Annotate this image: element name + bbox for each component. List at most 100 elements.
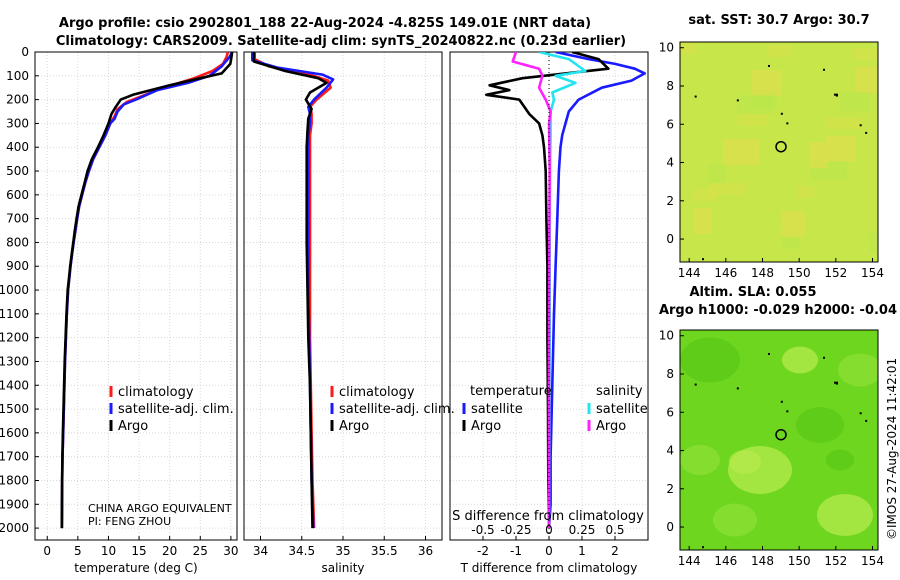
sla-blob — [817, 494, 873, 536]
argo-location-marker — [775, 140, 787, 153]
x-axis-label: T difference from climatology — [460, 561, 638, 575]
legend-argo-label: Argo — [339, 419, 369, 434]
series-argo — [252, 52, 328, 529]
land-speck — [859, 124, 862, 127]
y-tick-label: 200 — [6, 93, 29, 107]
legend-satellite-label: satellite-adj. clim. — [339, 402, 455, 417]
x-tick-label: 2 — [611, 544, 619, 558]
x-tick-label: 0 — [43, 544, 51, 558]
legend-climatology-label: climatology — [118, 385, 194, 400]
x-tick-label: -1 — [510, 544, 522, 558]
sst-patch — [737, 95, 773, 114]
legend-salinity-title: salinity — [596, 384, 643, 399]
top-tick-label: 0.25 — [569, 523, 596, 537]
y-tick-label: 1200 — [0, 331, 29, 345]
land-speck — [736, 99, 739, 102]
sla-map-title-line1: Altim. SLA: 0.055 — [690, 285, 817, 300]
sst-patch — [693, 189, 717, 201]
legend-s-argo-label: Argo — [596, 419, 626, 434]
sla-blob — [729, 450, 761, 474]
y-tick-label: 2000 — [0, 521, 29, 535]
x-tick-label: 10 — [101, 544, 116, 558]
land-speck — [786, 410, 789, 413]
sst-patch — [694, 208, 712, 234]
y-tick-label: 4 — [666, 444, 674, 458]
y-tick-label: 1600 — [0, 426, 29, 440]
y-tick-label: 1000 — [0, 283, 29, 297]
y-tick-label: 0 — [21, 45, 29, 59]
sst-patch — [781, 211, 805, 237]
legend-s-satellite-label: satellite — [596, 402, 648, 417]
x-tick-label: 20 — [162, 544, 177, 558]
land-speck — [859, 412, 862, 415]
y-tick-label: 300 — [6, 116, 29, 130]
x-tick-label: 34.5 — [288, 544, 315, 558]
figure-title-line1: Argo profile: csio 2902801_188 22-Aug-20… — [59, 16, 591, 31]
land-speck — [835, 382, 838, 385]
legend-t-argo-label: Argo — [471, 419, 501, 434]
x-tick-label: 36 — [418, 544, 433, 558]
legend-climatology-label: climatology — [339, 385, 415, 400]
sla-map-title-line2: Argo h1000: -0.029 h2000: -0.04 — [659, 303, 897, 318]
x-tick-label: 5 — [74, 544, 82, 558]
y-tick-label: 1500 — [0, 402, 29, 416]
y-tick-label: 4 — [666, 156, 674, 170]
land-speck — [823, 68, 825, 71]
land-speck — [823, 356, 825, 359]
y-tick-label: 500 — [6, 164, 29, 178]
legend-t-satellite-label: satellite — [471, 402, 523, 417]
top-tick-label: 0 — [545, 523, 553, 537]
map-frame — [679, 41, 879, 263]
sst-patch — [752, 70, 782, 96]
credit-line2: PI: FENG ZHOU — [88, 515, 171, 528]
land-speck — [780, 112, 783, 115]
figure-title-line2: Climatology: CARS2009. Satellite-adj cli… — [56, 34, 626, 49]
land-speck — [780, 400, 783, 403]
legend-satellite-label: satellite-adj. clim. — [118, 402, 234, 417]
y-tick-label: 6 — [666, 405, 674, 419]
y-tick-label: 10 — [659, 41, 674, 55]
y-tick-label: 1400 — [0, 378, 29, 392]
x-tick-label: 1 — [578, 544, 586, 558]
x-tick-label: 150 — [788, 554, 811, 568]
land-speck — [702, 546, 704, 549]
x-tick-label: 154 — [861, 266, 884, 280]
sla-blob — [782, 346, 818, 374]
y-tick-label: 800 — [6, 235, 29, 249]
sst-map-panel: sat. SST: 30.7 Argo: 30.7 144 146 148 150 152… — [659, 13, 884, 280]
top-tick-label: -0.25 — [500, 523, 531, 537]
series-argo — [60, 52, 234, 529]
sst-patch — [709, 183, 745, 195]
series-group — [484, 52, 647, 529]
land-speck — [865, 419, 868, 422]
sla-blob — [680, 337, 740, 383]
x-tick-label: 25 — [193, 544, 208, 558]
sst-patch — [680, 42, 698, 54]
x-tick-label: 34 — [253, 544, 268, 558]
land-speck — [694, 383, 697, 386]
y-tick-label: 6 — [666, 117, 674, 131]
series-s-diff-argo — [511, 52, 552, 529]
land-speck — [835, 94, 838, 97]
sst-patch — [723, 139, 759, 165]
x-tick-label: 0 — [545, 544, 553, 558]
x-tick-label: 154 — [861, 554, 884, 568]
sst-patch — [840, 92, 870, 111]
x-tick-label: 148 — [751, 554, 774, 568]
y-tick-label: 0 — [666, 520, 674, 534]
x-axis-label: temperature (deg C) — [74, 561, 197, 575]
top-tick-label: -0.5 — [471, 523, 494, 537]
y-tick-label: 600 — [6, 188, 29, 202]
y-tick-label: 8 — [666, 79, 674, 93]
y-tick-label: 1300 — [0, 354, 29, 368]
sst-patch — [810, 142, 828, 168]
temperature-panel: 0 5 10 15 20 25 300100200300400500600700800900… — [0, 45, 239, 575]
sla-blob — [838, 353, 878, 387]
x-tick-label: 30 — [223, 544, 238, 558]
series-group — [251, 52, 335, 529]
land-speck — [702, 258, 704, 261]
land-speck — [768, 64, 770, 67]
series-group — [60, 52, 234, 529]
credit-line1: CHINA ARGO EQUIVALENT — [88, 502, 232, 515]
land-speck — [786, 122, 789, 125]
